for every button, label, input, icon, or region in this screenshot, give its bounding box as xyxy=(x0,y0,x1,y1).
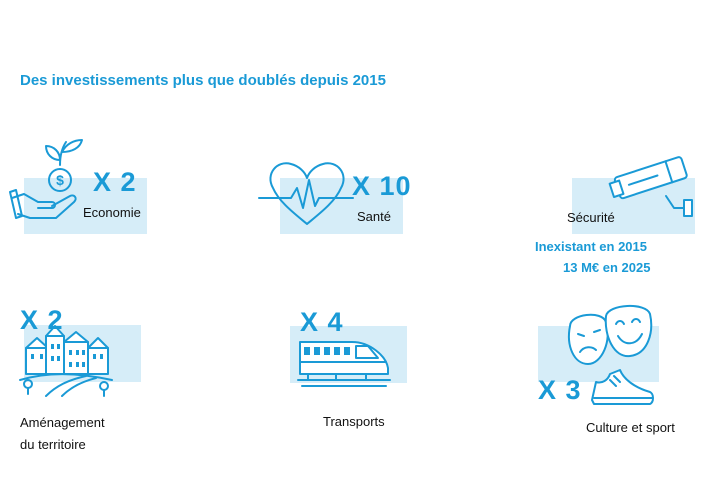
amenagement-label-line2: du territoire xyxy=(20,437,86,452)
theater-masks-sneaker-icon xyxy=(562,300,658,412)
security-camera-icon xyxy=(608,148,700,228)
transports-multiplier: X 4 xyxy=(300,307,344,337)
culture-multiplier: X 3 xyxy=(538,375,582,405)
economie-label: Economie xyxy=(83,205,141,220)
economie-panel xyxy=(24,178,147,234)
sante-multiplier: X 10 xyxy=(352,171,412,201)
securite-label: Sécurité xyxy=(567,210,615,225)
securite-note-line1: Inexistant en 2015 xyxy=(535,239,647,254)
high-speed-train-icon xyxy=(296,332,392,392)
town-landscape-icon xyxy=(16,318,116,398)
transports-label: Transports xyxy=(323,414,385,429)
culture-label: Culture et sport xyxy=(586,420,675,435)
economie-multiplier: X 2 xyxy=(93,167,137,197)
sante-label: Santé xyxy=(357,209,391,224)
svg-text:$: $ xyxy=(56,172,64,188)
amenagement-multiplier: X 2 xyxy=(20,305,64,335)
page-title: Des investissements plus que doublés dep… xyxy=(20,72,386,89)
securite-note-line2: 13 M€ en 2025 xyxy=(563,260,651,275)
hand-coin-plant-icon: $ xyxy=(8,130,88,230)
heart-pulse-icon xyxy=(257,158,357,238)
amenagement-label-line1: Aménagement xyxy=(20,415,105,430)
